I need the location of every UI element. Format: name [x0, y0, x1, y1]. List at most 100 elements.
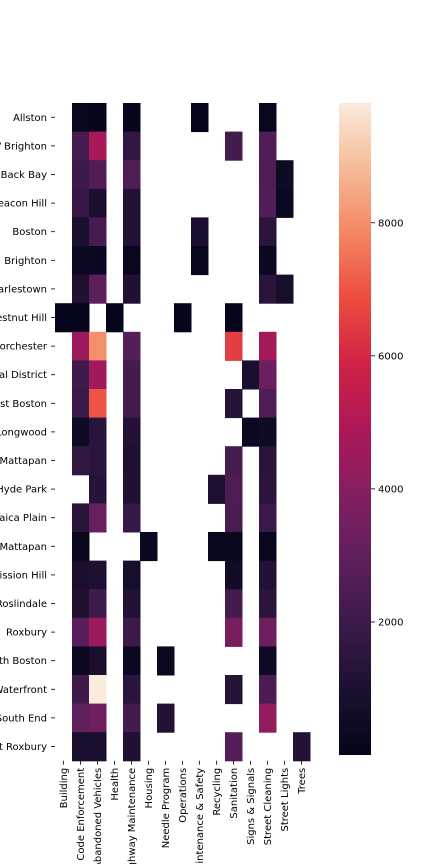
row-label: South Boston — [0, 656, 47, 667]
column-label: Highway Maintenance — [127, 768, 138, 864]
heatmap-cell — [55, 303, 73, 333]
heatmap-cell — [72, 303, 90, 333]
row-label: West Roxbury — [0, 742, 47, 753]
heatmap-cell — [225, 589, 243, 619]
row-label: Allston — [13, 113, 47, 124]
heatmap-cell — [208, 532, 226, 562]
heatmap-cell — [89, 675, 107, 705]
colorbar-ticks: 2000 4000 6000 8000 — [371, 218, 403, 628]
heatmap-cell — [72, 503, 90, 533]
colorbar-tick-label: 8000 — [378, 218, 403, 229]
heatmap-cell — [225, 532, 243, 562]
heatmap-cell — [72, 417, 90, 447]
heatmap-cell — [123, 103, 141, 133]
row-label: Chestnut Hill — [0, 313, 47, 324]
heatmap-cell — [225, 503, 243, 533]
heatmap-cell — [72, 675, 90, 705]
row-label: South End — [0, 713, 47, 724]
heatmap-cell — [123, 617, 141, 647]
heatmap-cell — [123, 703, 141, 733]
heatmap-cell — [259, 532, 277, 562]
heatmap-cell — [259, 389, 277, 419]
heatmap-cell — [123, 646, 141, 676]
row-labels: Allston Allston / Brighton Back Bay Beacon … — [0, 113, 55, 753]
row-label: Dorchester — [0, 342, 48, 353]
heatmap-cell — [123, 389, 141, 419]
heatmap-cell — [89, 617, 107, 647]
heatmap-cell — [225, 131, 243, 161]
heatmap-cell — [123, 675, 141, 705]
heatmap-cell — [72, 217, 90, 247]
heatmap-cell — [123, 446, 141, 476]
row-label: Mattapan — [0, 542, 47, 553]
heatmap-cell — [225, 331, 243, 361]
heatmap-cell — [276, 274, 294, 304]
row-label: Brighton — [4, 256, 47, 267]
heatmap-cell — [259, 131, 277, 161]
heatmap-cell — [123, 217, 141, 247]
heatmap-cell — [72, 331, 90, 361]
column-label: Abandoned Vehicles — [93, 768, 104, 864]
heatmap-cell — [89, 103, 107, 133]
heatmap-cell — [72, 131, 90, 161]
heatmap-cell — [89, 417, 107, 447]
heatmap-cell — [89, 160, 107, 190]
heatmap-cell — [106, 303, 124, 333]
heatmap-cell — [72, 732, 90, 762]
heatmap-cell — [140, 532, 158, 562]
heatmap-cell — [123, 274, 141, 304]
heatmap-cell — [89, 131, 107, 161]
heatmap-cell — [123, 560, 141, 590]
heatmap-cell — [259, 217, 277, 247]
heatmap-cell — [89, 560, 107, 590]
heatmap-cell — [225, 560, 243, 590]
heatmap-cell — [89, 188, 107, 218]
heatmap-cell — [89, 503, 107, 533]
heatmap-cell — [259, 160, 277, 190]
row-label: Roslindale — [0, 599, 47, 610]
heatmap-cell — [89, 331, 107, 361]
column-labels: Building Code Enforcement Abandoned Vehicl… — [59, 760, 308, 864]
heatmap-cell — [259, 646, 277, 676]
heatmap-cell — [259, 560, 277, 590]
row-label: Allston / Brighton — [0, 141, 47, 152]
column-label: Operations — [178, 768, 189, 823]
column-label: Needle Program — [161, 768, 172, 848]
colorbar-tick-label: 2000 — [378, 617, 403, 628]
row-label: East Boston — [0, 399, 47, 410]
row-label: Hyde Park — [0, 485, 47, 496]
heatmap-cell — [259, 188, 277, 218]
heatmap-cell — [72, 589, 90, 619]
colorbar-tick-label: 4000 — [378, 484, 403, 495]
heatmap-cell — [276, 160, 294, 190]
heatmap-cell — [123, 188, 141, 218]
heatmap-cell — [123, 246, 141, 276]
heatmap-cell — [72, 274, 90, 304]
heatmap-cell — [72, 617, 90, 647]
heatmap-cell — [89, 389, 107, 419]
column-label: Street Lights — [280, 768, 291, 832]
heatmap-cell — [123, 360, 141, 390]
heatmap-cell — [72, 389, 90, 419]
heatmap-cell — [225, 732, 243, 762]
heatmap-cell — [89, 360, 107, 390]
heatmap-cell — [225, 389, 243, 419]
heatmap-cell — [191, 217, 209, 247]
heatmap-cell — [242, 360, 260, 390]
column-label: Park Maintenance & Safety — [195, 768, 206, 864]
row-label: Beacon Hill — [0, 199, 47, 210]
heatmap-cell — [89, 446, 107, 476]
heatmap-cell — [89, 474, 107, 504]
heatmap-cell — [72, 646, 90, 676]
heatmap-cell — [293, 732, 311, 762]
heatmap-cell — [259, 503, 277, 533]
heatmap-cell — [259, 246, 277, 276]
heatmap-cell — [123, 131, 141, 161]
column-label: Code Enforcement — [76, 768, 87, 861]
heatmap-cell — [123, 589, 141, 619]
heatmap-cell — [225, 303, 243, 333]
heatmap-cell — [123, 503, 141, 533]
heatmap-cell — [259, 617, 277, 647]
heatmap-cell — [157, 703, 175, 733]
heatmap-cell — [157, 646, 175, 676]
